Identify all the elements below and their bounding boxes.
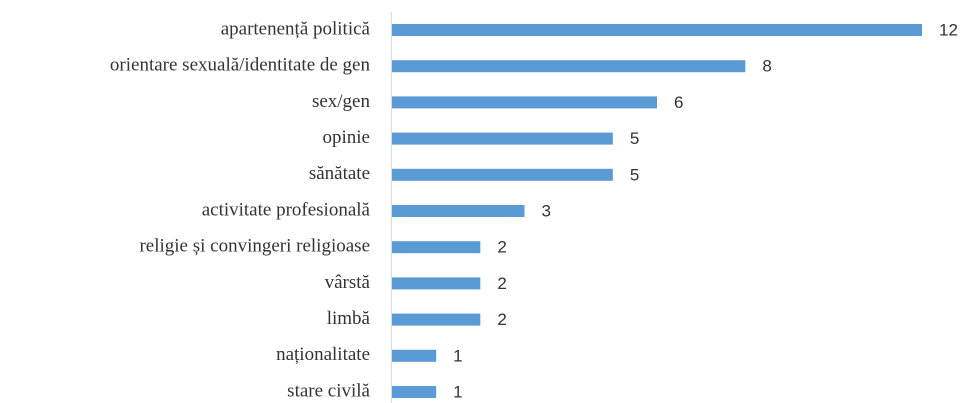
category-label: vârstă: [325, 272, 371, 293]
value-label: 12: [939, 20, 958, 39]
bar: [392, 205, 525, 217]
value-label: 3: [542, 201, 551, 220]
category-label: limbă: [327, 308, 371, 329]
bar: [392, 60, 746, 73]
bar: [392, 96, 657, 109]
value-label: 1: [453, 382, 462, 401]
category-label: sănătate: [309, 163, 370, 184]
category-label: orientare sexuală/identitate de gen: [110, 55, 371, 76]
bar: [392, 349, 437, 362]
category-label: opinie: [323, 127, 371, 148]
category-label: apartenență politică: [221, 18, 371, 39]
bar: [392, 132, 613, 145]
category-label: naționalitate: [276, 344, 370, 365]
category-label: stare civilă: [287, 380, 370, 401]
value-label: 5: [630, 129, 639, 148]
category-label: religie și convingeri religioase: [139, 236, 370, 257]
category-label: activitate profesională: [202, 199, 371, 220]
category-label: sex/gen: [312, 91, 371, 112]
value-label: 1: [453, 346, 462, 365]
bar: [392, 313, 481, 326]
bar: [392, 386, 437, 398]
value-label: 2: [497, 274, 506, 293]
value-label: 5: [630, 165, 639, 184]
bar: [392, 24, 922, 36]
bar: [392, 241, 481, 254]
bar: [392, 277, 481, 290]
value-label: 6: [674, 93, 683, 112]
bar: [392, 168, 613, 181]
value-label: 2: [497, 238, 506, 257]
value-label: 2: [497, 310, 506, 329]
value-label: 8: [762, 57, 771, 76]
